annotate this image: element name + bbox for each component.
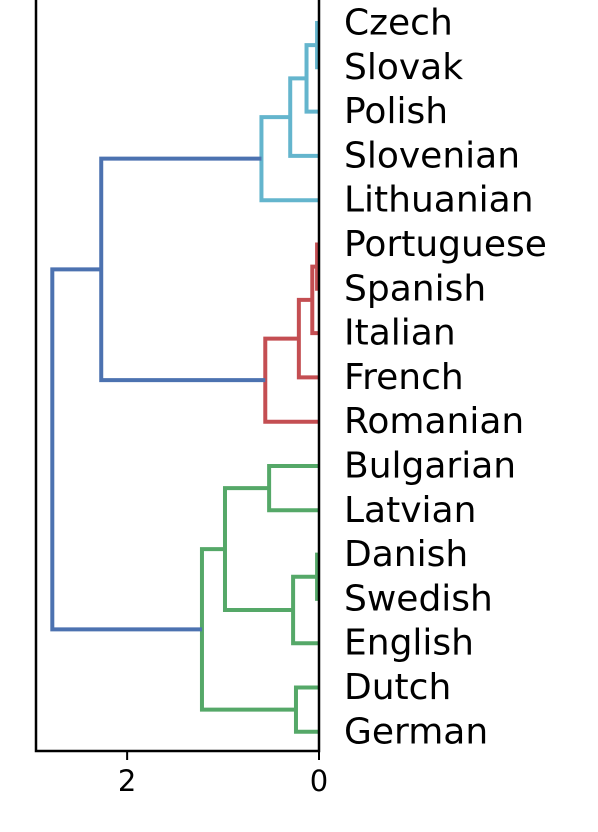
dendrogram-link-1 bbox=[304, 43, 319, 114]
plot-frame bbox=[34, 0, 321, 753]
leaf-label-czech: Czech bbox=[344, 3, 453, 44]
leaf-label-lithuanian: Lithuanian bbox=[344, 180, 534, 221]
leaf-label-latvian: Latvian bbox=[344, 490, 476, 531]
leaf-label-slovenian: Slovenian bbox=[344, 135, 520, 176]
leaf-label-english: English bbox=[344, 623, 474, 664]
leaf-label-danish: Danish bbox=[344, 534, 468, 575]
dendrogram-link-8 bbox=[99, 156, 266, 383]
dendrogram-link-13 bbox=[293, 685, 319, 734]
leaf-label-french: French bbox=[344, 357, 464, 398]
dendrogram-link-5 bbox=[310, 264, 319, 336]
leaf-label-romanian: Romanian bbox=[344, 401, 524, 442]
dendrogram-links bbox=[50, 21, 320, 734]
leaf-label-dutch: Dutch bbox=[344, 667, 451, 708]
dendrogram-link-14 bbox=[199, 547, 296, 712]
dendrogram-link-3 bbox=[259, 115, 319, 203]
leaf-label-slovak: Slovak bbox=[344, 47, 463, 88]
leaf-label-portuguese: Portuguese bbox=[344, 224, 547, 265]
leaf-label-italian: Italian bbox=[344, 313, 456, 354]
leaf-label-polish: Polish bbox=[344, 91, 448, 132]
leaf-label-german: German bbox=[344, 711, 488, 752]
leaf-label-spanish: Spanish bbox=[344, 268, 486, 309]
leaf-labels: CzechSlovakPolishSlovenianLithuanianPort… bbox=[344, 3, 547, 753]
dendrogram-link-6 bbox=[296, 297, 319, 380]
dendrogram-link-12 bbox=[222, 486, 294, 612]
x-tick-label-0: 0 bbox=[310, 764, 328, 798]
leaf-label-bulgarian: Bulgarian bbox=[344, 446, 516, 487]
leaf-label-swedish: Swedish bbox=[344, 578, 493, 619]
dendrogram-link-7 bbox=[263, 336, 319, 424]
dendrogram-link-15 bbox=[50, 267, 202, 632]
x-tick-label-2: 2 bbox=[118, 764, 136, 798]
dendrogram-link-9 bbox=[267, 464, 319, 513]
